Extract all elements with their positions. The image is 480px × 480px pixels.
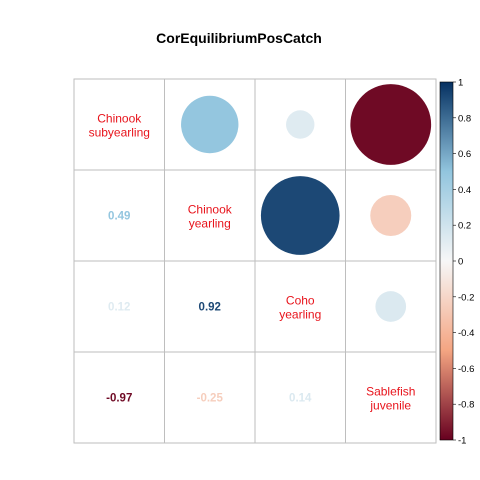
- correlation-value: 0.12: [108, 302, 130, 314]
- color-legend: 1 0.8 0.6 0.4 0.2 0 -0.2 -0.4 -0.6 -0.8 -1: [439, 78, 474, 447]
- variable-label: Chinook subyearling: [89, 112, 150, 140]
- variable-labels: Chinook subyearling Chinook yearling Coho yea…: [89, 112, 416, 413]
- variable-label: Chinook yearling: [188, 203, 233, 231]
- color-legend-tick-label: -0.8: [458, 400, 474, 411]
- correlation-marks: 0.49 0.12 0.92 -0.97 -0.25 0.14: [106, 84, 432, 405]
- correlation-value: -0.25: [197, 393, 224, 405]
- color-legend-tick-label: -1: [458, 436, 466, 447]
- correlation-value: 0.92: [199, 302, 221, 314]
- correlation-value: -0.97: [106, 393, 132, 405]
- correlation-circle: [375, 291, 407, 322]
- color-legend-tick-label: -0.6: [458, 364, 474, 375]
- chart-title: CorEquilibriumPosCatch: [156, 30, 322, 46]
- correlation-circle: [181, 95, 239, 154]
- color-legend-bar: [439, 81, 454, 441]
- correlation-circle: [350, 84, 432, 165]
- color-legend-tick-label: -0.2: [458, 292, 474, 303]
- color-legend-tick-label: 0.2: [458, 221, 471, 232]
- color-legend-tick-label: -0.4: [458, 328, 474, 339]
- correlation-value: 0.14: [289, 393, 312, 405]
- color-legend-tick-label: 1: [458, 78, 463, 89]
- correlation-value: 0.49: [108, 211, 130, 223]
- color-legend-tick-label: 0: [458, 257, 463, 268]
- correlation-grid: [73, 78, 437, 444]
- variable-label: Coho yearling: [279, 294, 321, 322]
- color-legend-tick-label: 0.8: [458, 113, 471, 124]
- correlation-circle: [370, 195, 412, 236]
- color-legend-tick-label: 0.4: [458, 185, 471, 196]
- variable-label: Sablefish juvenile: [366, 385, 415, 413]
- correlation-circle: [286, 110, 315, 139]
- correlation-circle: [260, 176, 340, 255]
- color-legend-tick-label: 0.6: [458, 149, 471, 160]
